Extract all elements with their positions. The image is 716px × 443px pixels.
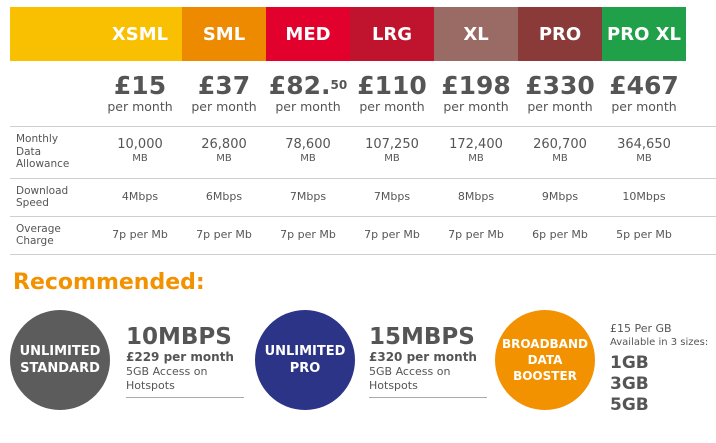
- price-cell: £110 per month: [350, 72, 434, 114]
- plan-name: SML: [202, 23, 246, 45]
- package-hotspots: 5GB Access on Hotspots: [369, 365, 451, 392]
- speed-cell: 4Mbps: [121, 190, 159, 203]
- booster-size: 3GB: [610, 374, 649, 394]
- unlimited-pro-details: 15MBPS £320 per month 5GB Access on Hotsp…: [369, 324, 487, 398]
- allowance-cell: 260,700 MB: [533, 137, 587, 165]
- price-cell: £467 per month: [602, 72, 686, 114]
- booster-price: £15 Per GB: [610, 322, 672, 335]
- price-amount: £198: [441, 71, 511, 100]
- overage-row: Overage Charge 7p per Mb 7p per Mb 7p per…: [10, 218, 716, 252]
- package-price: £229 per month: [126, 350, 234, 364]
- price-amount: £15: [113, 71, 167, 100]
- recommended-heading: Recommended:: [13, 270, 205, 295]
- allowance-label: Monthly Data Allowance: [16, 133, 70, 171]
- plan-name: PRO XL: [607, 23, 681, 45]
- header-lead-cell: [10, 7, 98, 61]
- speed-row: Download Speed 4Mbps 6Mbps 7Mbps 7Mbps 8M…: [10, 180, 716, 214]
- price-period: per month: [107, 99, 173, 114]
- booster-size: 1GB: [610, 353, 649, 373]
- package-speed: 15MBPS: [369, 324, 475, 350]
- unlimited-standard-circle: UNLIMITED STANDARD: [10, 310, 110, 410]
- overage-cell: 7p per Mb: [448, 228, 504, 241]
- speed-cell: 8Mbps: [457, 190, 495, 203]
- package-underline: [126, 397, 244, 398]
- price-period: per month: [611, 99, 677, 114]
- price-period: per month: [191, 99, 257, 114]
- data-booster-details: £15 Per GB Available in 3 sizes: 1GB 3GB…: [610, 322, 708, 416]
- price-pence: 50: [330, 78, 348, 92]
- plan-header-xsml: XSML: [98, 7, 182, 61]
- divider: [10, 254, 716, 255]
- overage-cell: 7p per Mb: [364, 228, 420, 241]
- price-amount: £330: [525, 71, 595, 100]
- plan-header-xl: XL: [434, 7, 518, 61]
- booster-available-text: Available in 3 sizes:: [610, 337, 709, 348]
- allowance-row: Monthly Data Allowance 10,000 MB 26,800 MB 7…: [10, 128, 716, 176]
- divider: [10, 126, 716, 127]
- price-cell: £82.50 per month: [266, 72, 350, 114]
- speed-label: Download Speed: [16, 184, 69, 210]
- price-period: per month: [527, 99, 593, 114]
- plan-header-pro: PRO: [518, 7, 602, 61]
- plan-header-pro-xl: PRO XL: [602, 7, 686, 61]
- price-cell: £37 per month: [182, 72, 266, 114]
- overage-cell: 7p per Mb: [112, 228, 168, 241]
- allowance-cell: 107,250 MB: [365, 137, 419, 165]
- plan-name: XSML: [111, 23, 169, 45]
- speed-cell: 7Mbps: [373, 190, 411, 203]
- allowance-cell: 364,650 MB: [617, 137, 671, 165]
- speed-cell: 7Mbps: [289, 190, 327, 203]
- package-speed: 10MBPS: [126, 324, 232, 350]
- allowance-cell: 10,000 MB: [117, 137, 163, 165]
- price-amount: £82.50: [268, 71, 348, 100]
- speed-cell: 6Mbps: [205, 190, 243, 203]
- plan-name: MED: [285, 23, 331, 45]
- plan-header-sml: SML: [182, 7, 266, 61]
- price-cell: £15 per month: [98, 72, 182, 114]
- price-cell: £330 per month: [518, 72, 602, 114]
- overage-cell: 7p per Mb: [196, 228, 252, 241]
- price-period: per month: [443, 99, 509, 114]
- plan-name: PRO: [538, 23, 582, 45]
- price-amount: £467: [609, 71, 679, 100]
- overage-label: Overage Charge: [16, 222, 61, 248]
- price-amount: £110: [357, 71, 427, 100]
- speed-cell: 10Mbps: [622, 190, 666, 203]
- allowance-cell: 172,400 MB: [449, 137, 503, 165]
- price-row: £15 per month £37 per month £82.50 per mont…: [98, 72, 716, 114]
- unlimited-pro-circle: UNLIMITED PRO: [255, 310, 355, 410]
- plan-header-med: MED: [266, 7, 350, 61]
- plan-name: LRG: [371, 23, 413, 45]
- divider: [10, 178, 716, 179]
- divider: [10, 216, 716, 217]
- plan-name: XL: [463, 23, 489, 45]
- overage-cell: 5p per Mb: [616, 228, 672, 241]
- unlimited-standard-details: 10MBPS £229 per month 5GB Access on Hotsp…: [126, 324, 244, 398]
- data-booster-circle: BROADBAND DATA BOOSTER: [495, 310, 595, 410]
- package-price: £320 per month: [369, 350, 477, 364]
- allowance-cell: 78,600 MB: [285, 137, 331, 165]
- package-underline: [369, 397, 487, 398]
- booster-size: 5GB: [610, 395, 649, 415]
- price-period: per month: [359, 99, 425, 114]
- overage-cell: 7p per Mb: [280, 228, 336, 241]
- plan-header-row: XSML SML MED LRG XL PRO PRO XL: [10, 7, 716, 61]
- allowance-cell: 26,800 MB: [201, 137, 247, 165]
- package-hotspots: 5GB Access on Hotspots: [126, 365, 208, 392]
- price-cell: £198 per month: [434, 72, 518, 114]
- speed-cell: 9Mbps: [541, 190, 579, 203]
- price-period: per month: [275, 99, 341, 114]
- price-amount: £37: [197, 71, 251, 100]
- plan-header-lrg: LRG: [350, 7, 434, 61]
- overage-cell: 6p per Mb: [532, 228, 588, 241]
